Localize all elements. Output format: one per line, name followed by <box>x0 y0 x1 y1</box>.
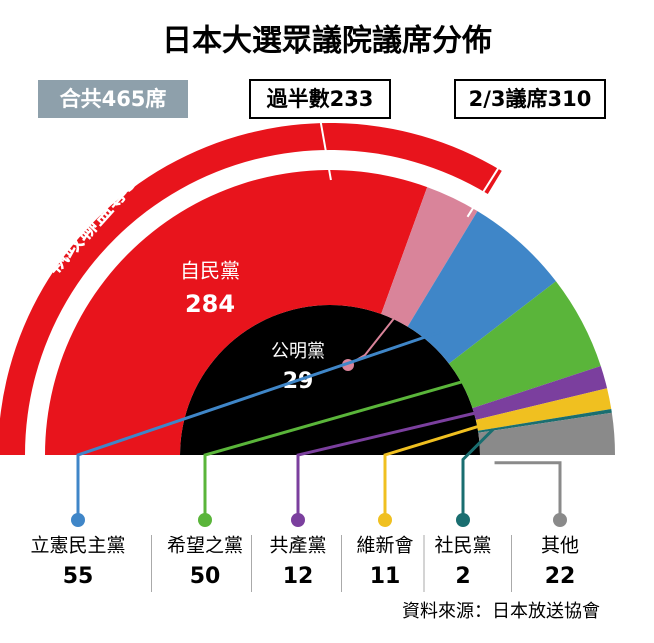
leader-dot <box>456 513 470 527</box>
segment <box>472 366 608 420</box>
legend-name: 其他 <box>541 535 579 557</box>
segment <box>45 170 428 456</box>
leader <box>494 461 562 520</box>
legend-name: 立憲民主黨 <box>30 535 125 557</box>
threshold-box <box>454 79 606 119</box>
segment-value: 284 <box>185 290 235 318</box>
leader <box>76 330 441 520</box>
legend-value: 50 <box>190 564 221 589</box>
legend-value: 12 <box>283 564 314 589</box>
legend-value: 55 <box>63 564 94 589</box>
leader-dot <box>71 513 85 527</box>
leader <box>383 420 493 520</box>
segment <box>475 388 612 431</box>
legend-value: 11 <box>370 564 401 589</box>
legend-value: 2 <box>455 564 470 589</box>
segment-name: 自民黨 <box>180 259 240 283</box>
threshold-box <box>249 79 391 119</box>
total-label: 合共465席 <box>60 87 167 111</box>
threshold-line <box>466 117 531 218</box>
chart-title: 日本大選眾議院議席分佈 <box>162 24 492 59</box>
threshold-line <box>319 117 332 181</box>
segment <box>381 187 478 327</box>
threshold-label: 過半數233 <box>267 87 374 111</box>
legend-value: 22 <box>545 564 576 589</box>
total-box <box>38 80 188 118</box>
threshold-label: 2/3議席310 <box>469 87 592 111</box>
source: 資料來源：日本放送協會 <box>402 601 600 622</box>
segment <box>478 412 615 455</box>
segment <box>478 408 612 433</box>
legend-name: 希望之黨 <box>167 535 243 557</box>
legend-name: 社民黨 <box>434 535 491 557</box>
leader <box>461 428 495 520</box>
leader-dot <box>553 513 567 527</box>
segment-name: 公明黨 <box>271 341 325 362</box>
segment <box>407 211 556 364</box>
leader <box>296 408 490 520</box>
leader-dot <box>291 513 305 527</box>
legend-name: 共產黨 <box>269 535 326 557</box>
legend-name: 維新會 <box>356 535 413 557</box>
leader <box>203 376 477 520</box>
leader-dot <box>378 513 392 527</box>
coalition-arc <box>0 123 502 455</box>
leader-dot <box>198 513 212 527</box>
segment <box>448 281 601 409</box>
